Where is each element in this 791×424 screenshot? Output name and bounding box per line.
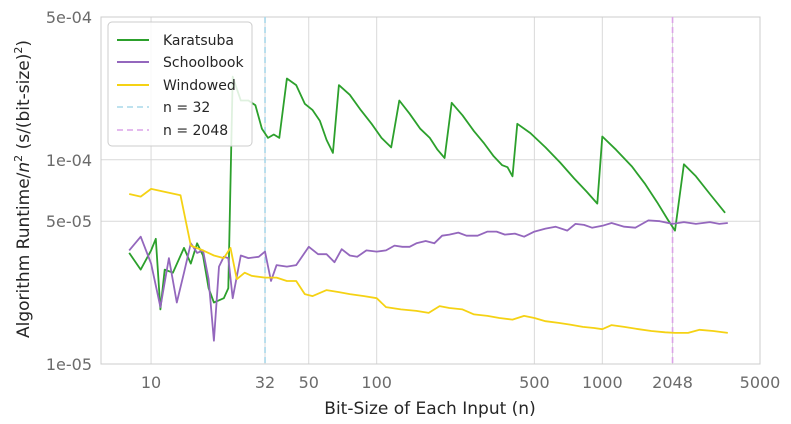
x-tick-label-5000: 5000 bbox=[740, 373, 781, 392]
legend-label-windowed: Windowed bbox=[163, 78, 236, 94]
x-tick-label-500: 500 bbox=[519, 373, 550, 392]
y-tick-label-1e-04: 1e-04 bbox=[46, 151, 92, 170]
legend-box bbox=[107, 21, 253, 147]
x-tick-label-1000: 1000 bbox=[582, 373, 623, 392]
x-tick-labels: 10 32 50 100 500 1000 2048 5000 bbox=[141, 373, 780, 392]
legend-label-schoolbook: Schoolbook bbox=[163, 55, 244, 71]
y-tick-label-5e-04: 5e-04 bbox=[46, 8, 92, 27]
y-axis-label: Algorithm Runtime/n2 (s/(bit-size)2) bbox=[12, 40, 34, 338]
x-tick-label-50: 50 bbox=[299, 373, 319, 392]
y-tick-labels: 1e-05 5e-05 1e-04 5e-04 bbox=[46, 8, 92, 374]
x-tick-label-10: 10 bbox=[141, 373, 161, 392]
y-tick-label-1e-05: 1e-05 bbox=[46, 355, 92, 374]
x-tick-label-2048: 2048 bbox=[652, 373, 693, 392]
x-tick-label-32: 32 bbox=[255, 373, 275, 392]
y-tick-label-5e-05: 5e-05 bbox=[46, 212, 92, 231]
plot-area-frame bbox=[100, 16, 761, 365]
x-tick-label-100: 100 bbox=[361, 373, 392, 392]
series-line-windowed bbox=[129, 187, 728, 334]
x-axis-label: Bit-Size of Each Input (n) bbox=[324, 399, 535, 419]
legend-label-n32: n = 32 bbox=[163, 100, 210, 116]
legend: Karatsuba Schoolbook Windowed n = 32 n =… bbox=[107, 21, 253, 147]
series-line-schoolbook bbox=[128, 219, 728, 342]
reference-lines bbox=[264, 17, 674, 364]
series-lines bbox=[128, 75, 728, 342]
legend-label-n2048: n = 2048 bbox=[163, 123, 228, 139]
legend-label-karatsuba: Karatsuba bbox=[163, 33, 234, 49]
